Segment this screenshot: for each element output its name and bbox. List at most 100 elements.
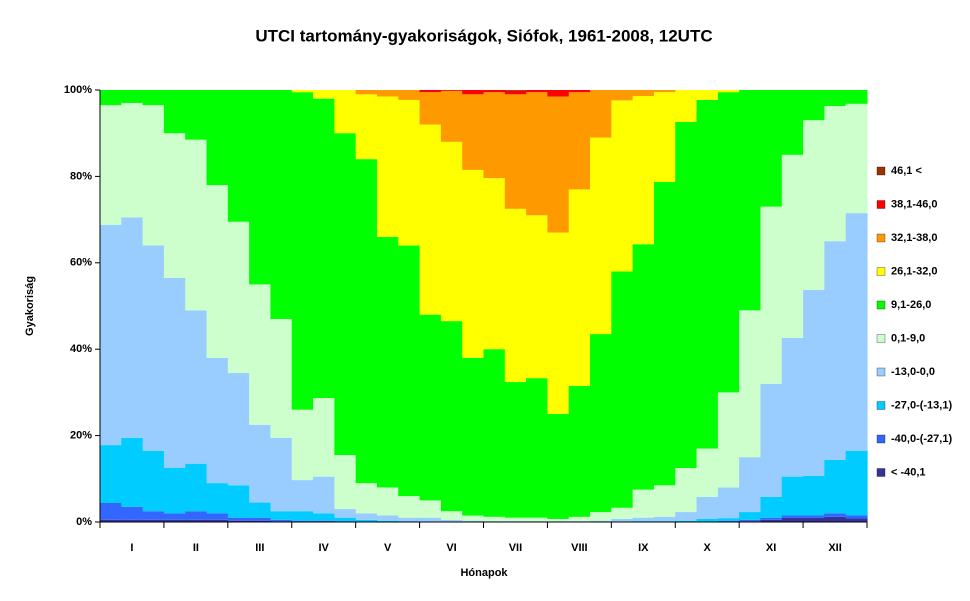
bar-segment [270,90,293,319]
bar-segment [142,90,165,106]
bar-segment [547,90,570,97]
x-tick-label: V [384,542,392,554]
bar-segment [376,520,399,522]
bar-segment [313,513,335,521]
bar-segment [760,206,783,384]
x-tick-label: X [704,542,712,554]
bar-segment [355,519,378,522]
bar-segment [100,90,122,106]
bar-segment [483,90,506,93]
bar-segment [206,90,229,186]
x-axis-title: Hónapok [460,567,508,579]
bar-segment [824,459,847,514]
bar-segment [227,90,250,222]
bar-segment [185,310,208,464]
x-tick-label: I [130,542,133,554]
bar-segment [739,310,762,458]
bar-segment [419,517,442,522]
bar-segment [781,337,804,477]
bar-segment [526,378,549,518]
bar-segment [249,502,272,518]
bar-segment [313,98,335,399]
chart-title: UTCI tartomány-gyakoriságok, Siófok, 196… [255,26,712,45]
bar-segment [483,92,506,179]
bar-segment [781,515,804,518]
bar-segment [376,90,399,97]
bar-segment [568,90,591,93]
bar-segment [334,90,357,134]
bar-segment [163,468,186,514]
bar-segment [185,519,208,522]
bar-segment [547,518,570,522]
bar-segment [185,90,208,140]
bar-segment [696,90,719,100]
bar-segment [291,480,314,512]
bar-segment [568,385,591,517]
bar-segment [568,92,591,190]
bar-segment [803,290,825,476]
bar-segment [611,518,634,522]
bar-segment [590,137,612,335]
bar-segment [313,476,335,514]
bar-segment [781,90,804,155]
bar-segment [440,90,463,142]
bar-segment [100,519,122,522]
bar-segment [355,159,378,484]
y-tick-label: 20% [70,430,92,442]
bar-segment [760,519,783,522]
bar-segment [675,520,698,522]
bar-segment [121,102,144,218]
bar-segment [781,476,804,516]
bar-segment [504,90,527,95]
bar-segment [249,284,272,425]
bar-segment [270,519,293,522]
bar-segment [845,213,868,451]
bar-segment [142,245,165,451]
y-tick-label: 100% [64,84,92,96]
bar-segment [590,520,612,522]
x-tick-label: IV [319,542,330,554]
bar-segment [653,90,676,93]
bar-segment [355,483,378,514]
bar-segment [717,392,740,488]
bar-segment [803,120,825,291]
bar-segment [185,139,208,311]
bar-segment [142,519,165,522]
bar-segment [291,409,314,481]
x-tick-label: II [193,542,199,554]
bar-segment [824,513,847,517]
bar-segment [547,414,570,519]
legend-swatch [876,300,886,310]
legend-label: -27,0-(-13,1) [891,399,952,411]
legend-swatch [876,468,886,477]
bar-segment [483,349,506,517]
bar-segment [398,517,421,522]
bar-segment [313,520,335,522]
legend-label: -13,0-0,0 [891,366,935,378]
bar-segment [334,133,357,456]
bar-segment [483,516,506,522]
bar-segment [249,90,272,285]
bar-segment [313,398,335,477]
bar-segment [227,221,250,373]
bar-segment [398,245,421,497]
bar-segment [462,357,485,516]
bar-segment [632,96,655,245]
bar-segment [845,515,868,519]
legend-label: 32,1-38,0 [891,232,937,244]
bar-segment [121,437,144,507]
bar-segment [760,90,783,207]
bar-segment [121,506,144,520]
x-tick-label: VII [509,542,522,554]
legend-label: 26,1-32,0 [891,265,937,277]
bar-segment [590,512,612,521]
bar-segment [803,515,825,518]
bar-segment [675,468,698,513]
bar-segment [419,90,442,93]
bar-segment [845,90,868,104]
legend-swatch [876,367,886,377]
x-tick-label: VI [446,542,456,554]
bar-segment [376,96,399,237]
y-tick-label: 80% [70,170,92,182]
bar-segment [163,277,186,468]
